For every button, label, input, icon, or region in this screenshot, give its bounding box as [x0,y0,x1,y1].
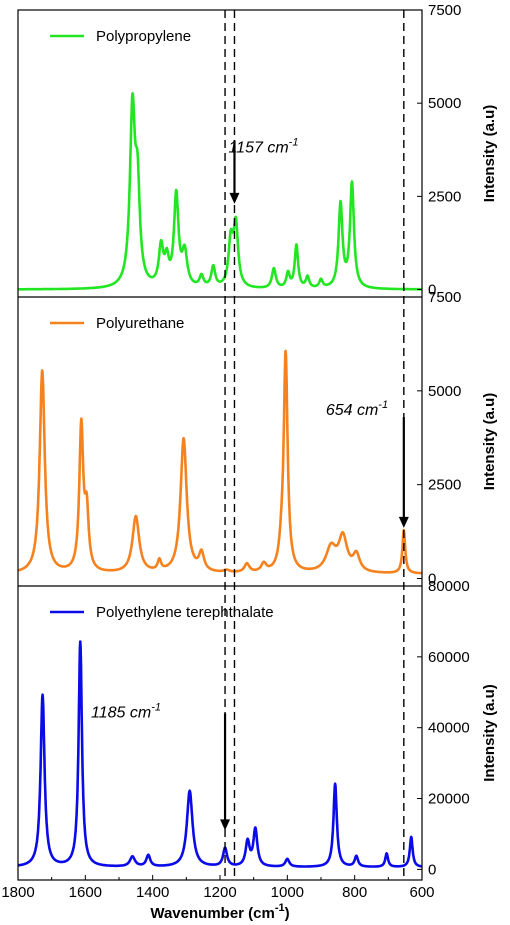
x-tick-label: 1400 [136,884,169,901]
panel-3-y-tick-label: 0 [428,861,436,878]
panel-2-y-tick-label: 2500 [428,477,461,494]
panel-2-annotation-value: 654 cm [326,402,378,419]
x-tick-label: 800 [342,884,367,901]
panel-3-y-axis-label: Intensity (a.u) [481,684,498,782]
panel-1-y-tick-label: 7500 [428,2,461,19]
panel-2-spectrum-line [17,349,423,575]
panel-2-legend-label: Polyurethane [96,315,184,332]
panel-3-annotation-superscript: -1 [151,702,161,714]
x-tick-label: 1200 [203,884,236,901]
panel-3-y-tick-label: 60000 [428,649,470,666]
panel-1-y-tick-label: 2500 [428,188,461,205]
x-tick-label: 600 [409,884,434,901]
panel-1-y-tick-label: 5000 [428,95,461,112]
x-axis-label-superscript: -1 [275,902,285,914]
panel-1-annotation-superscript: -1 [289,136,299,148]
panel-2-y-top-label: 7500 [428,289,461,306]
panel-2-annotation-text: 654 cm-1 [326,399,388,419]
panel-3-legend-label: Polyethylene terephthalate [96,604,274,621]
panel-3-annotation-value: 1185 cm [91,705,151,722]
panel-3-spectrum-line [17,640,423,868]
x-axis-label-close: ) [285,905,290,922]
x-tick-label: 1000 [271,884,304,901]
panel-3-y-top-label: 80000 [428,578,470,595]
panel-3-y-tick-label: 20000 [428,791,470,808]
x-axis-label: Wavenumber (cm-1) [150,902,289,922]
panel-1-annotation-value: 1157 cm [228,139,288,156]
panel-2-y-tick-label: 5000 [428,383,461,400]
x-axis-label-text: Wavenumber (cm [150,905,274,922]
panel-2-annotation-superscript: -1 [378,399,388,411]
panel-3-annotation-arrow-head [220,819,231,831]
panel-2-y-tick-label: 0 [428,570,436,587]
panel-1-annotation-text: 1157 cm-1 [228,136,298,156]
panel-1-y-tick-label: 0 [428,282,436,299]
panel-2-y-axis-label: Intensity (a.u) [481,393,498,491]
x-tick-label: 1800 [1,884,34,901]
panel-1-y-axis-label: Intensity (a.u) [481,105,498,203]
panel-1-legend-label: Polypropylene [96,28,191,45]
x-tick-label: 1600 [69,884,102,901]
panel-3-y-tick-label: 40000 [428,720,470,737]
panel-3-annotation-text: 1185 cm-1 [91,702,161,722]
panel-1-spectrum-line [17,92,423,291]
